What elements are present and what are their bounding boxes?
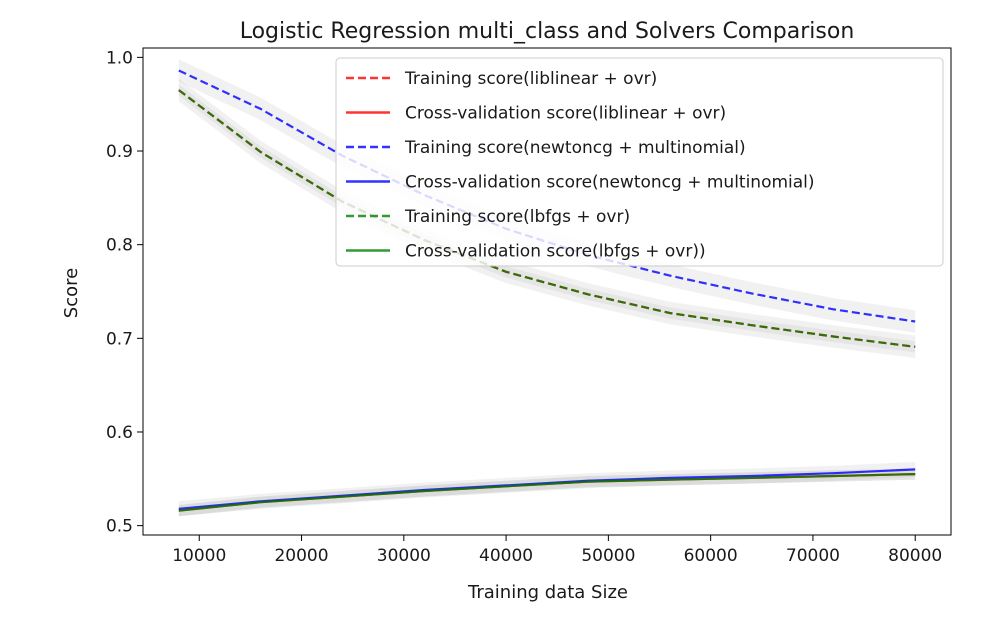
series-line-3 [178, 69, 916, 323]
y-axis: 0.5 0.6 0.7 0.8 0.9 1.0 [106, 48, 143, 537]
x-axis-label: Training data Size [467, 582, 628, 603]
legend-label-6: Cross-validation score(lbfgs + ovr)) [405, 242, 706, 262]
y-tick-label: 1.0 [106, 48, 133, 68]
band-5 [178, 78, 916, 359]
legend-label-3: Training score(newtoncg + multinomial) [404, 138, 746, 158]
series-lines [178, 69, 916, 512]
x-tick-label: 40000 [479, 546, 533, 566]
legend-label-1: Training score(liblinear + ovr) [404, 69, 657, 89]
y-tick-label: 0.7 [106, 329, 133, 349]
legend-label-2: Cross-validation score(liblinear + ovr) [405, 104, 726, 124]
legend: Training score(liblinear + ovr) Cross-val… [335, 57, 944, 267]
y-tick-label: 0.8 [106, 236, 133, 256]
x-tick-label: 60000 [684, 546, 738, 566]
plot-area-frame [142, 47, 952, 536]
y-tick-label: 0.9 [106, 142, 133, 162]
x-tick-label: 20000 [274, 546, 328, 566]
x-tick-label: 30000 [377, 546, 431, 566]
x-tick-label: 50000 [581, 546, 635, 566]
y-axis-label: Score [61, 268, 82, 318]
series-line-6 [178, 473, 916, 512]
y-tick-label: 0.5 [106, 517, 133, 537]
band-2 [178, 468, 916, 517]
band-6 [178, 468, 916, 517]
x-axis: 10000 20000 30000 40000 50000 60000 70000 80000 [172, 535, 942, 566]
x-tick-label: 70000 [786, 546, 840, 566]
x-tick-label: 80000 [888, 546, 942, 566]
band-3 [178, 59, 916, 333]
legend-label-5: Training score(lbfgs + ovr) [404, 207, 630, 227]
y-tick-label: 0.6 [106, 423, 133, 443]
x-tick-label: 10000 [172, 546, 226, 566]
chart-title: Logistic Regression multi_class and Solv… [240, 19, 855, 44]
series-line-5 [178, 89, 916, 348]
legend-box [335, 57, 944, 267]
legend-label-4: Cross-validation score(newtoncg + multin… [405, 173, 815, 193]
